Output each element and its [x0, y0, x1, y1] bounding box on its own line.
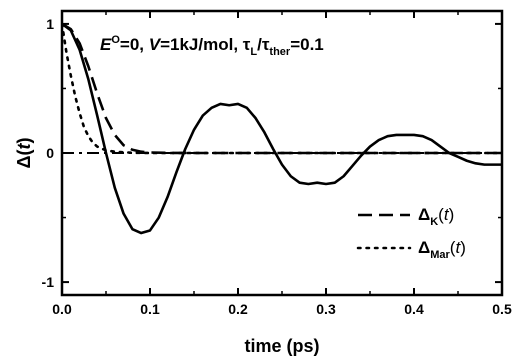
parameter-annotation: EO=0, V=1kJ/mol, τL/τther=0.1	[100, 34, 324, 58]
x-tick-label: 0.4	[404, 301, 424, 317]
series-group	[62, 22, 502, 235]
x-tick-label: 0.0	[52, 301, 72, 317]
y-tick-label: 0	[46, 145, 54, 161]
series-line-solid	[62, 22, 502, 235]
y-axis-title: Δ(t)	[14, 138, 34, 169]
x-tick-label: 0.2	[228, 301, 248, 317]
x-axis-title: time (ps)	[244, 336, 319, 356]
x-tick-label: 0.1	[140, 301, 160, 317]
legend: ΔK(t) ΔMar(t)	[356, 205, 466, 261]
legend-entry-delta-k: ΔK(t)	[418, 205, 454, 228]
legend-entry-delta-mar: ΔMar(t)	[418, 238, 466, 261]
series-line-dot	[62, 22, 502, 155]
y-tick-label: 1	[46, 16, 54, 32]
x-tick-label: 0.3	[316, 301, 336, 317]
axis-ticks: 0.0 0.1 0.2 0.3 0.4 0.5 1 0 -1	[42, 11, 512, 317]
y-tick-label: -1	[42, 274, 55, 290]
x-tick-label: 0.5	[492, 301, 512, 317]
